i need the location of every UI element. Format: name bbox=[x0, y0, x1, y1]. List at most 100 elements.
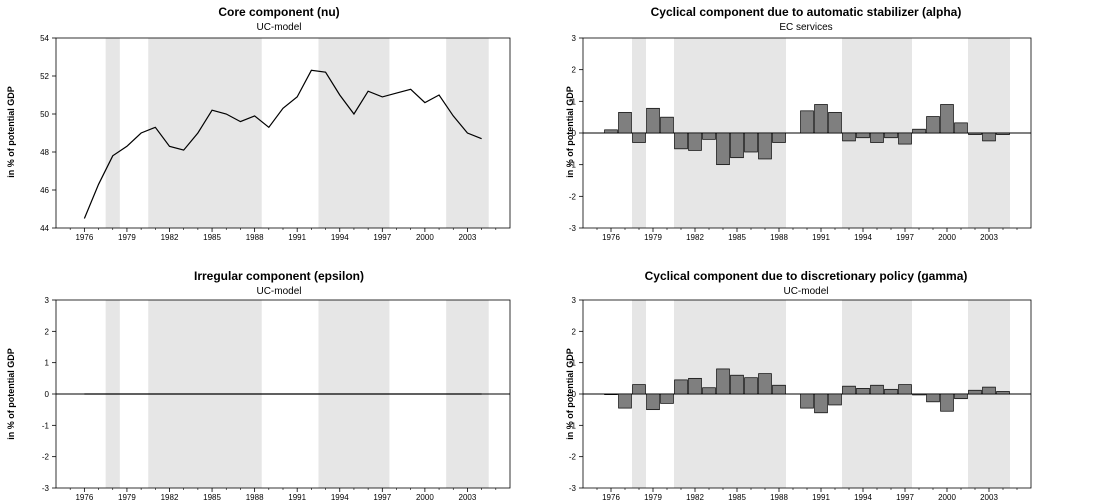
x-tick-label: 1985 bbox=[203, 233, 221, 242]
y-tick-label: 2 bbox=[45, 327, 50, 336]
x-tick-label: 1997 bbox=[373, 233, 391, 242]
x-tick-label: 1985 bbox=[728, 233, 746, 242]
y-axis-label: in % of potential GDP bbox=[565, 86, 575, 178]
bar bbox=[618, 393, 632, 409]
x-tick-label: 2000 bbox=[938, 233, 956, 242]
y-tick-label: -2 bbox=[42, 453, 50, 462]
x-tick-label: 1982 bbox=[686, 233, 704, 242]
x-tick-label: 2000 bbox=[416, 493, 434, 502]
x-tick-label: 1988 bbox=[770, 233, 788, 242]
x-tick-label: 2000 bbox=[938, 493, 956, 502]
bar bbox=[996, 391, 1010, 395]
bar bbox=[688, 377, 702, 395]
x-tick-label: 1994 bbox=[331, 233, 349, 242]
bar bbox=[660, 393, 674, 404]
y-tick-label: 2 bbox=[572, 327, 577, 336]
bar bbox=[758, 132, 772, 160]
y-tick-label: 44 bbox=[40, 224, 49, 233]
y-tick-label: 54 bbox=[40, 34, 49, 43]
bar bbox=[968, 132, 982, 135]
x-tick-label: 1985 bbox=[728, 493, 746, 502]
y-tick-label: 1 bbox=[45, 359, 50, 368]
y-tick-label: 50 bbox=[40, 110, 49, 119]
y-tick-label: 0 bbox=[572, 129, 577, 138]
y-axis-label: in % of potential GDP bbox=[6, 348, 16, 440]
x-tick-label: 1976 bbox=[602, 233, 620, 242]
irregular-component-chart: Irregular component (epsilon) UC-model i… bbox=[6, 269, 511, 502]
plot-frame bbox=[55, 37, 511, 229]
x-tick-label: 1979 bbox=[118, 493, 136, 502]
x-tick-label: 1982 bbox=[161, 493, 179, 502]
bar bbox=[940, 104, 954, 134]
bar bbox=[772, 384, 786, 395]
x-tick-label: 1988 bbox=[770, 493, 788, 502]
x-tick-label: 1991 bbox=[812, 493, 830, 502]
bar bbox=[856, 388, 870, 395]
bar bbox=[772, 132, 786, 143]
bar bbox=[800, 393, 814, 409]
x-tick-label: 1997 bbox=[373, 493, 391, 502]
bar bbox=[758, 373, 772, 395]
bar bbox=[688, 132, 702, 151]
bar bbox=[702, 132, 716, 140]
bar bbox=[660, 116, 674, 134]
x-tick-label: 1979 bbox=[644, 233, 662, 242]
chart-subtitle: EC services bbox=[779, 22, 832, 33]
x-tick-label: 1991 bbox=[288, 493, 306, 502]
y-tick-label: -3 bbox=[569, 484, 577, 493]
bar bbox=[912, 393, 926, 396]
chart-title: Irregular component (epsilon) bbox=[194, 269, 364, 283]
x-tick-label: 2003 bbox=[459, 233, 477, 242]
y-tick-label: -3 bbox=[569, 224, 577, 233]
bar bbox=[646, 107, 660, 134]
chart-subtitle: UC-model bbox=[256, 22, 301, 33]
shaded-period bbox=[148, 38, 262, 228]
bar bbox=[604, 393, 618, 395]
chart-title: Cyclical component due to discretionary … bbox=[645, 269, 968, 283]
bar bbox=[730, 374, 744, 395]
chart-title: Cyclical component due to automatic stab… bbox=[651, 5, 962, 19]
bar bbox=[842, 385, 856, 395]
bar bbox=[884, 388, 898, 395]
x-tick-label: 1988 bbox=[246, 493, 264, 502]
y-tick-label: -3 bbox=[42, 484, 50, 493]
x-tick-label: 1979 bbox=[118, 233, 136, 242]
bar bbox=[968, 389, 982, 395]
bar bbox=[618, 112, 632, 134]
bar bbox=[800, 110, 814, 134]
bar bbox=[814, 393, 828, 414]
y-tick-label: 3 bbox=[45, 296, 50, 305]
chart-subtitle: UC-model bbox=[783, 286, 828, 297]
bar bbox=[926, 116, 940, 134]
shaded-period bbox=[105, 38, 120, 228]
bar bbox=[912, 128, 926, 134]
x-tick-label: 1988 bbox=[246, 233, 264, 242]
y-tick-label: 46 bbox=[40, 186, 49, 195]
y-tick-label: 2 bbox=[572, 66, 577, 75]
bar bbox=[828, 393, 842, 406]
x-tick-label: 1991 bbox=[812, 233, 830, 242]
bar bbox=[884, 132, 898, 139]
x-tick-label: 2003 bbox=[980, 493, 998, 502]
x-tick-label: 1976 bbox=[75, 233, 93, 242]
y-tick-label: 3 bbox=[572, 296, 577, 305]
x-tick-label: 1979 bbox=[644, 493, 662, 502]
bar bbox=[870, 384, 884, 395]
bar bbox=[898, 132, 912, 145]
x-tick-label: 1997 bbox=[896, 493, 914, 502]
bar bbox=[926, 393, 940, 403]
y-tick-label: -1 bbox=[569, 421, 577, 430]
chart-subtitle: UC-model bbox=[256, 286, 301, 297]
bar bbox=[828, 112, 842, 134]
y-axis-label: in % of potential GDP bbox=[6, 86, 16, 178]
automatic-stabilizer-chart: Cyclical component due to automatic stab… bbox=[565, 5, 1032, 242]
x-tick-label: 2003 bbox=[980, 233, 998, 242]
bar bbox=[996, 132, 1010, 135]
x-tick-label: 1982 bbox=[161, 233, 179, 242]
x-tick-label: 1994 bbox=[854, 233, 872, 242]
y-tick-label: 1 bbox=[572, 97, 577, 106]
panel-automatic-stabilizer: Cyclical component due to automatic stab… bbox=[559, 0, 1099, 248]
bar bbox=[674, 132, 688, 150]
chart-title: Core component (nu) bbox=[218, 5, 339, 19]
y-tick-label: 3 bbox=[572, 34, 577, 43]
